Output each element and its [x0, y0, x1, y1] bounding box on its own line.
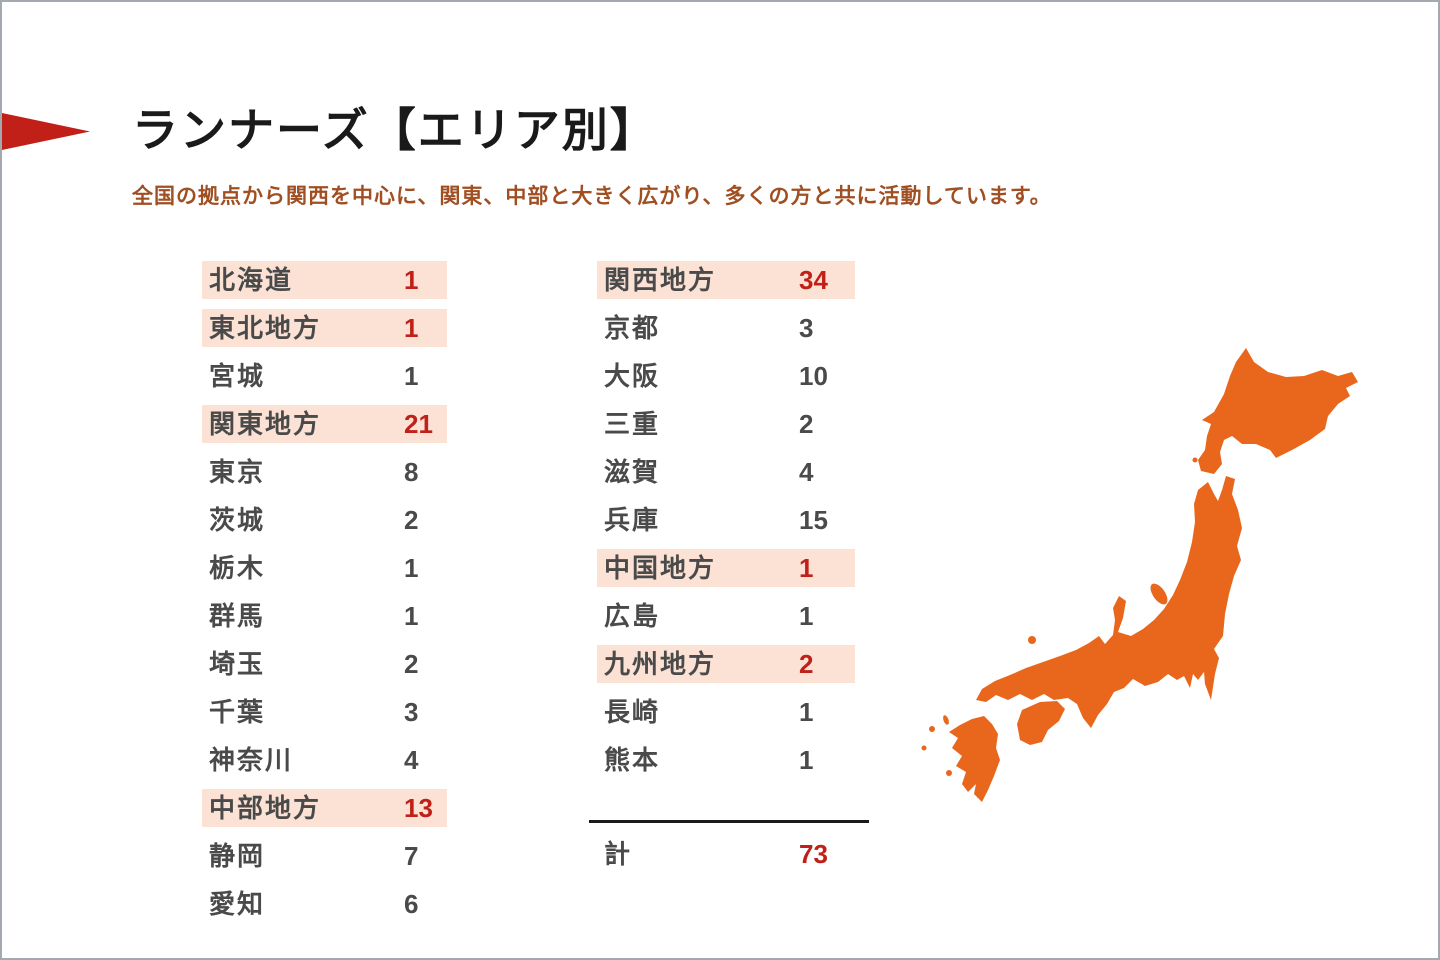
prefecture-count: 1: [799, 697, 814, 727]
region-label: 関東地方: [209, 409, 322, 439]
prefecture-count: 15: [799, 505, 828, 535]
prefecture-row-hyogo: 兵庫 15: [597, 501, 855, 539]
region-row-tohoku: 東北地方 1: [202, 309, 447, 347]
prefecture-label: 栃木: [209, 553, 266, 583]
prefecture-label: 茨城: [209, 505, 266, 535]
prefecture-count: 2: [799, 409, 814, 439]
region-row-kansai: 関西地方 34: [597, 261, 855, 299]
prefecture-label: 長崎: [604, 697, 661, 727]
region-row-kyushu: 九州地方 2: [597, 645, 855, 683]
prefecture-count: 2: [404, 505, 419, 535]
prefecture-row-nagasaki: 長崎 1: [597, 693, 855, 731]
prefecture-label: 群馬: [209, 601, 266, 631]
prefecture-count: 4: [404, 745, 419, 775]
region-count: 1: [799, 553, 814, 583]
prefecture-label: 広島: [604, 601, 661, 631]
prefecture-count: 6: [404, 889, 419, 919]
prefecture-row-kyoto: 京都 3: [597, 309, 855, 347]
region-label: 東北地方: [209, 313, 322, 343]
prefecture-row-ibaraki: 茨城 2: [202, 501, 447, 539]
region-row-kanto: 関東地方 21: [202, 405, 447, 443]
prefecture-count: 1: [799, 745, 814, 775]
region-label: 中部地方: [209, 793, 322, 823]
prefecture-count: 10: [799, 361, 828, 391]
amakusa-island-shape: [946, 770, 952, 776]
region-row-chugoku: 中国地方 1: [597, 549, 855, 587]
region-label: 中国地方: [604, 553, 717, 583]
goto-island-shape: [929, 726, 935, 732]
prefecture-count: 1: [404, 361, 419, 391]
stats-column-2: 関西地方 34 京都 3 大阪 10 三重 2 滋賀 4 兵庫 15 中国地方 1 広島 1 九…: [597, 261, 855, 789]
prefecture-count: 1: [799, 601, 814, 631]
prefecture-row-osaka: 大阪 10: [597, 357, 855, 395]
prefecture-label: 愛知: [209, 889, 266, 919]
prefecture-row-aichi: 愛知 6: [202, 885, 447, 923]
prefecture-row-shiga: 滋賀 4: [597, 453, 855, 491]
kyushu-shape: [949, 716, 1000, 802]
prefecture-count: 3: [799, 313, 814, 343]
prefecture-count: 2: [404, 649, 419, 679]
title-arrow-icon: [2, 113, 90, 150]
stats-column-1: 北海道 1 東北地方 1 宮城 1 関東地方 21 東京 8 茨城 2 栃木 1 群馬 1 埼玉…: [202, 261, 447, 933]
prefecture-label: 滋賀: [604, 457, 661, 487]
prefecture-row-saitama: 埼玉 2: [202, 645, 447, 683]
prefecture-row-kumamoto: 熊本 1: [597, 741, 855, 779]
prefecture-row-kanagawa: 神奈川 4: [202, 741, 447, 779]
prefecture-row-tochigi: 栃木 1: [202, 549, 447, 587]
total-count: 73: [799, 839, 828, 869]
prefecture-label: 千葉: [209, 697, 266, 727]
prefecture-row-mie: 三重 2: [597, 405, 855, 443]
region-count: 13: [404, 793, 433, 823]
prefecture-row-hiroshima: 広島 1: [597, 597, 855, 635]
total-row: 計 73: [597, 835, 855, 873]
region-count: 21: [404, 409, 433, 439]
prefecture-count: 3: [404, 697, 419, 727]
oki-island-shape: [1028, 636, 1036, 644]
okushiri-island-shape: [1192, 457, 1198, 463]
tsushima-island-shape: [943, 715, 949, 725]
region-row-chubu: 中部地方 13: [202, 789, 447, 827]
prefecture-label: 埼玉: [209, 649, 266, 679]
prefecture-count: 4: [799, 457, 814, 487]
page-subtitle: 全国の拠点から関西を中心に、関東、中部と大きく広がり、多くの方と共に活動していま…: [132, 185, 1052, 208]
prefecture-label: 熊本: [604, 745, 661, 775]
region-count: 2: [799, 649, 814, 679]
prefecture-count: 7: [404, 841, 419, 871]
prefecture-row-tokyo: 東京 8: [202, 453, 447, 491]
region-label: 関西地方: [604, 265, 717, 295]
region-count: 34: [799, 265, 828, 295]
total-label: 計: [604, 839, 633, 869]
shikoku-shape: [1017, 701, 1065, 745]
region-count: 1: [404, 313, 419, 343]
prefecture-row-chiba: 千葉 3: [202, 693, 447, 731]
honshu-shape: [976, 476, 1242, 728]
prefecture-label: 兵庫: [604, 505, 661, 535]
total-divider: [589, 820, 869, 823]
hokkaido-shape: [1198, 348, 1358, 474]
prefecture-label: 神奈川: [209, 745, 294, 775]
prefecture-row-shizuoka: 静岡 7: [202, 837, 447, 875]
prefecture-label: 大阪: [604, 361, 661, 391]
prefecture-row-miyagi: 宮城 1: [202, 357, 447, 395]
prefecture-label: 京都: [604, 313, 661, 343]
page-title: ランナーズ【エリア別】: [132, 104, 658, 156]
japan-map: [921, 348, 1358, 802]
prefecture-label: 静岡: [209, 841, 266, 871]
prefecture-label: 宮城: [209, 361, 266, 391]
region-label: 北海道: [209, 265, 294, 295]
sado-island-shape: [1150, 583, 1168, 605]
goto-island-shape-2: [921, 745, 927, 751]
prefecture-count: 1: [404, 601, 419, 631]
prefecture-count: 1: [404, 553, 419, 583]
awaji-island-shape: [1096, 697, 1106, 707]
region-row-hokkaido: 北海道 1: [202, 261, 447, 299]
prefecture-row-gunma: 群馬 1: [202, 597, 447, 635]
prefecture-label: 東京: [209, 457, 266, 487]
region-label: 九州地方: [604, 649, 717, 679]
region-count: 1: [404, 265, 419, 295]
prefecture-label: 三重: [604, 409, 661, 439]
prefecture-count: 8: [404, 457, 419, 487]
